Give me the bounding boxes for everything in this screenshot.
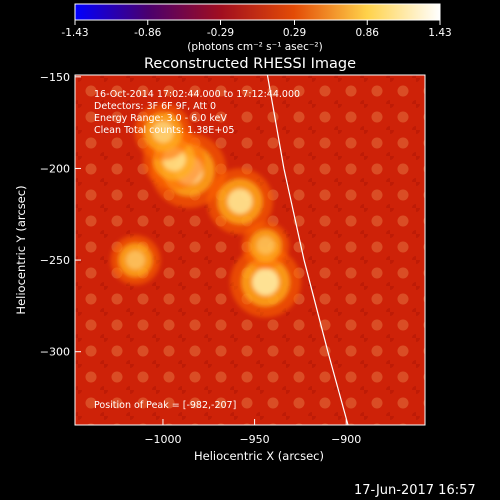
plot-title: Reconstructed RHESSI Image: [144, 56, 356, 72]
colorbar-tick-label: -0.86: [134, 27, 161, 39]
solar-limb-line: [266, 75, 349, 425]
observation-info: 16-Oct-2014 17:02:44.000 to 17:12:44.000…: [94, 89, 300, 136]
colorbar-tick-label: 0.29: [283, 27, 306, 39]
colorbar-tick-label: 0.86: [356, 27, 380, 39]
x-axis-label: Heliocentric X (arcsec): [194, 449, 324, 463]
x-tick-label: −950: [239, 433, 269, 446]
clean-total-counts-info: Clean Total counts: 1.38E+05: [94, 125, 234, 136]
y-tick-label: −250: [40, 254, 70, 267]
plot-frame: [74, 74, 426, 426]
observation-time-range: 16-Oct-2014 17:02:44.000 to 17:12:44.000: [94, 89, 300, 100]
emission-source-core: [152, 121, 174, 143]
emission-sources: [110, 103, 301, 318]
y-axis-label: Heliocentric Y (arcsec): [14, 185, 28, 314]
colorbar-units-label: (photons cm⁻² s⁻¹ asec⁻²): [187, 41, 322, 53]
x-axis: −1000 −950 −900: [144, 419, 361, 446]
x-tick-label: −1000: [144, 433, 181, 446]
energy-range-info: Energy Range: 3.0 - 6.0 keV: [94, 113, 227, 124]
y-axis: −150 −200 −250 −300: [40, 71, 81, 359]
emission-source-core: [227, 188, 253, 214]
emission-source-core: [252, 268, 279, 296]
footer-timestamp: 17-Jun-2017 16:57: [354, 483, 476, 498]
emission-source-core: [256, 236, 275, 255]
emission-source-core: [126, 250, 145, 270]
detectors-info: Detectors: 3F 6F 9F, Att 0: [94, 101, 216, 112]
colorbar-tick-label: 1.43: [428, 27, 451, 39]
colorbar-strip: [74, 3, 441, 21]
x-tick-label: −900: [331, 433, 361, 446]
y-tick-label: −200: [40, 162, 70, 175]
y-tick-label: −300: [40, 346, 70, 359]
colorbar-ticks: -1.43 -0.86 -0.29 0.29 0.86 1.43: [61, 20, 452, 39]
colorbar-tick-label: -0.29: [207, 27, 234, 39]
colorbar: -1.43 -0.86 -0.29 0.29 0.86 1.43 (photons cm⁻…: [61, 3, 452, 53]
plot-area: −1000 −950 −900 −150 −200 −250 −300 16-Oct-20…: [14, 71, 426, 463]
colorbar-tick-label: -1.43: [61, 27, 88, 39]
y-tick-label: −150: [40, 71, 70, 84]
peak-position-label: Position of Peak = [-982,-207]: [94, 400, 236, 411]
